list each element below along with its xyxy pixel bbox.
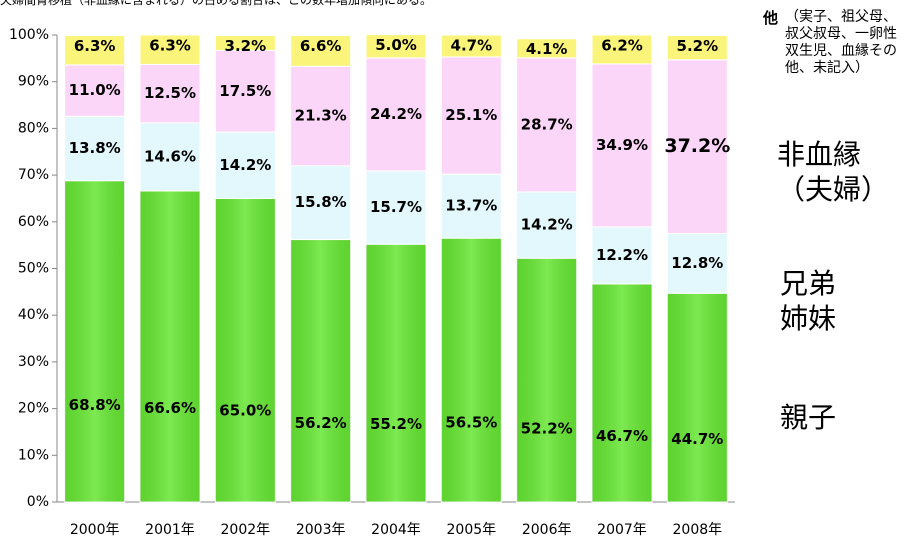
bar-segment <box>591 63 653 228</box>
data-label: 24.2% <box>370 105 422 123</box>
bar-segment <box>365 170 427 245</box>
data-label: 12.5% <box>144 84 196 102</box>
data-label: 44.7% <box>671 430 723 448</box>
x-tick-label: 2000年 <box>70 522 120 538</box>
legend-label: 非血縁（夫婦） <box>777 138 890 206</box>
data-label: 66.6% <box>144 399 196 417</box>
data-label: 6.2% <box>601 37 643 55</box>
bar-segment <box>666 59 728 234</box>
data-label: 13.7% <box>445 197 497 215</box>
data-label: 4.7% <box>451 37 493 55</box>
data-label: 5.0% <box>375 36 417 54</box>
legend-label: 親子 <box>780 401 837 434</box>
y-tick-label: 90% <box>18 74 49 90</box>
data-label: 12.2% <box>596 246 648 264</box>
data-label: 65.0% <box>219 401 271 419</box>
y-tick-label: 80% <box>18 120 49 136</box>
bar-segment <box>64 64 126 117</box>
bar-shade <box>592 283 652 502</box>
y-tick-label: 50% <box>18 261 49 277</box>
bar-segment <box>440 34 502 58</box>
bar-segment <box>666 34 728 61</box>
legend-label: 他 <box>763 9 779 27</box>
data-label: 21.3% <box>295 107 347 125</box>
data-label: 5.2% <box>677 37 719 55</box>
y-tick-label: 20% <box>18 401 49 417</box>
bar-segment <box>440 173 502 239</box>
data-label: 6.6% <box>300 37 342 55</box>
data-label: 34.9% <box>596 136 648 154</box>
bar-shade <box>516 258 577 502</box>
bar-segment <box>214 34 276 51</box>
y-tick-label: 60% <box>18 214 49 230</box>
data-label: 13.8% <box>69 139 121 157</box>
data-label: 11.0% <box>69 81 121 99</box>
bar-segment <box>365 34 427 59</box>
data-label: 37.2% <box>664 135 730 157</box>
subtitle: 夫婦間腎移植（非血縁に含まれる）の占める割合は、この数年増加傾向にある。 <box>0 0 433 7</box>
data-label: 14.6% <box>144 147 196 165</box>
x-tick-label: 2007年 <box>597 522 647 538</box>
bar-shade <box>215 198 276 502</box>
bar-segment <box>290 165 352 241</box>
y-tick-label: 0% <box>27 494 49 510</box>
bar-shade <box>667 293 728 502</box>
data-label: 46.7% <box>596 427 648 445</box>
x-tick-label: 2001年 <box>145 522 195 538</box>
data-label: 14.2% <box>521 216 573 234</box>
bar-shade <box>140 190 200 502</box>
bar-segment <box>516 57 578 193</box>
x-tick-label: 2004年 <box>371 522 421 538</box>
bar-segment <box>440 56 502 175</box>
x-tick-label: 2003年 <box>296 522 346 538</box>
data-label: 12.8% <box>671 254 723 272</box>
data-label: 6.3% <box>149 37 191 55</box>
bar-segment <box>516 191 578 259</box>
data-label: 15.7% <box>370 198 422 216</box>
data-label: 15.8% <box>295 193 347 211</box>
data-label: 56.2% <box>295 414 347 432</box>
bar-segment <box>139 34 201 65</box>
bar-shade <box>366 244 426 502</box>
bar-segment <box>214 49 276 133</box>
x-tick-label: 2002年 <box>221 522 271 538</box>
data-label: 28.7% <box>521 115 573 133</box>
y-tick-label: 100% <box>9 27 49 43</box>
legend-note: （実子、祖父母、叔父叔母、一卵性双生児、血縁その他、未記入） <box>785 9 897 76</box>
bar-segment <box>516 38 578 59</box>
bar-segment <box>591 226 653 285</box>
bar-segment <box>64 115 126 182</box>
data-label: 17.5% <box>219 82 271 100</box>
bar-segment <box>139 63 201 124</box>
data-label: 52.2% <box>521 419 573 437</box>
y-tick-label: 70% <box>18 167 49 183</box>
data-label: 3.2% <box>225 37 267 55</box>
y-tick-label: 10% <box>18 447 49 463</box>
bar-segment <box>591 34 653 65</box>
bar-segment <box>365 57 427 172</box>
legend-label: 兄弟姉妹 <box>780 267 837 335</box>
data-label: 56.5% <box>445 413 497 431</box>
data-label: 68.8% <box>69 396 121 414</box>
bar-shade <box>441 238 502 502</box>
y-tick-label: 40% <box>18 307 49 323</box>
data-label: 14.2% <box>219 156 271 174</box>
data-label: 6.3% <box>74 37 116 55</box>
y-tick-label: 30% <box>18 354 49 370</box>
data-label: 55.2% <box>370 415 422 433</box>
bar-shade <box>290 239 351 502</box>
bar-segment <box>64 34 126 66</box>
bar-segment <box>290 65 352 167</box>
x-tick-label: 2005年 <box>447 522 497 538</box>
x-tick-label: 2006年 <box>522 522 572 538</box>
data-label: 25.1% <box>445 106 497 124</box>
bar-segment <box>290 34 352 67</box>
bar-segment <box>666 232 728 294</box>
x-tick-label: 2008年 <box>673 522 723 538</box>
bar-shade <box>64 180 125 503</box>
data-label: 4.1% <box>526 40 568 58</box>
